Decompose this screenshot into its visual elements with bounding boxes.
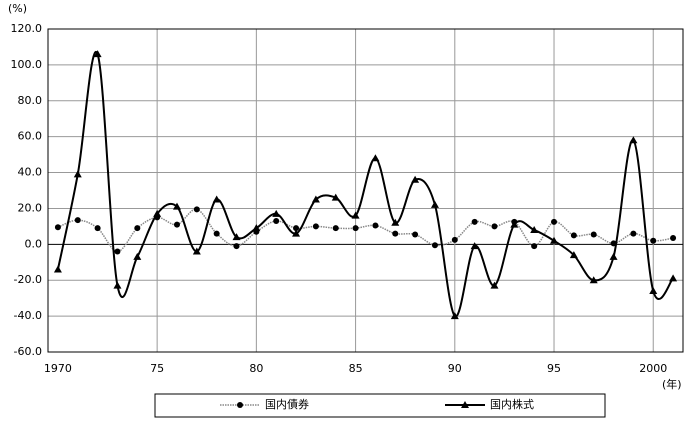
legend-label: 国内債券: [265, 397, 309, 411]
marker: [551, 218, 558, 225]
y-tick-label: 120.0: [11, 22, 43, 35]
marker: [411, 175, 420, 183]
x-tick-label: 2000: [639, 362, 667, 375]
marker: [431, 242, 438, 249]
y-tick-label: 80.0: [18, 94, 43, 107]
series-line: [56, 50, 674, 318]
x-unit: (年): [662, 377, 682, 391]
y-tick-label: 100.0: [11, 58, 43, 71]
marker: [173, 221, 180, 228]
marker: [53, 265, 62, 273]
marker: [94, 225, 101, 232]
legend-label: 国内株式: [490, 397, 534, 411]
marker: [272, 209, 281, 217]
marker: [293, 225, 300, 232]
series-line: [57, 208, 674, 253]
marker: [609, 252, 618, 260]
marker: [450, 312, 459, 320]
marker: [630, 230, 637, 237]
marker: [471, 218, 478, 225]
marker: [650, 237, 657, 244]
marker: [233, 243, 240, 250]
marker: [531, 243, 538, 250]
marker: [153, 209, 162, 217]
y-tick-label: -40.0: [14, 309, 42, 322]
legend-marker: [461, 401, 469, 408]
marker: [670, 235, 677, 242]
marker: [352, 225, 359, 232]
marker: [470, 242, 479, 250]
marker: [331, 193, 340, 201]
x-tick-label: 75: [150, 362, 164, 375]
x-tick-label: 80: [249, 362, 263, 375]
marker: [570, 232, 577, 239]
marker: [490, 281, 499, 289]
marker: [569, 251, 578, 259]
marker: [451, 236, 458, 243]
marker: [93, 50, 102, 58]
plot-frame: [47, 28, 684, 353]
marker: [292, 229, 301, 237]
marker: [134, 225, 141, 232]
y-tick-label: -60.0: [14, 345, 42, 358]
marker: [54, 224, 61, 231]
marker: [172, 202, 181, 210]
marker: [73, 170, 82, 178]
marker: [213, 230, 220, 237]
marker: [391, 218, 400, 226]
marker: [193, 206, 200, 213]
y-tick-label: 20.0: [18, 201, 43, 214]
marker: [232, 233, 241, 241]
marker: [669, 274, 678, 282]
marker: [114, 248, 121, 255]
marker: [212, 195, 221, 203]
y-tick-label: 0.0: [25, 237, 43, 250]
marker: [332, 225, 339, 232]
marker: [510, 220, 519, 228]
marker: [74, 217, 81, 224]
marker: [192, 247, 201, 255]
marker: [273, 218, 280, 225]
marker: [312, 223, 319, 230]
y-unit: (%): [8, 2, 27, 15]
marker: [113, 281, 122, 289]
marker: [392, 230, 399, 237]
legend-box: [154, 393, 606, 418]
marker: [649, 286, 658, 294]
marker: [589, 276, 598, 284]
marker: [351, 211, 360, 219]
marker: [371, 154, 380, 162]
marker: [491, 223, 498, 230]
y-tick-label: 60.0: [18, 130, 43, 143]
marker: [530, 225, 539, 233]
marker: [550, 236, 559, 244]
legend-marker: [237, 402, 243, 408]
marker: [412, 231, 419, 238]
marker: [311, 195, 320, 203]
x-tick-label: 90: [448, 362, 462, 375]
x-tick-label: 85: [349, 362, 363, 375]
marker: [372, 222, 379, 229]
marker: [252, 224, 261, 232]
marker: [629, 136, 638, 144]
x-tick-label: 1970: [44, 362, 72, 375]
y-tick-label: 40.0: [18, 166, 43, 179]
y-tick-label: -20.0: [14, 273, 42, 286]
marker: [590, 231, 597, 238]
marker: [430, 200, 439, 208]
x-tick-label: 95: [547, 362, 561, 375]
marker: [133, 252, 142, 260]
